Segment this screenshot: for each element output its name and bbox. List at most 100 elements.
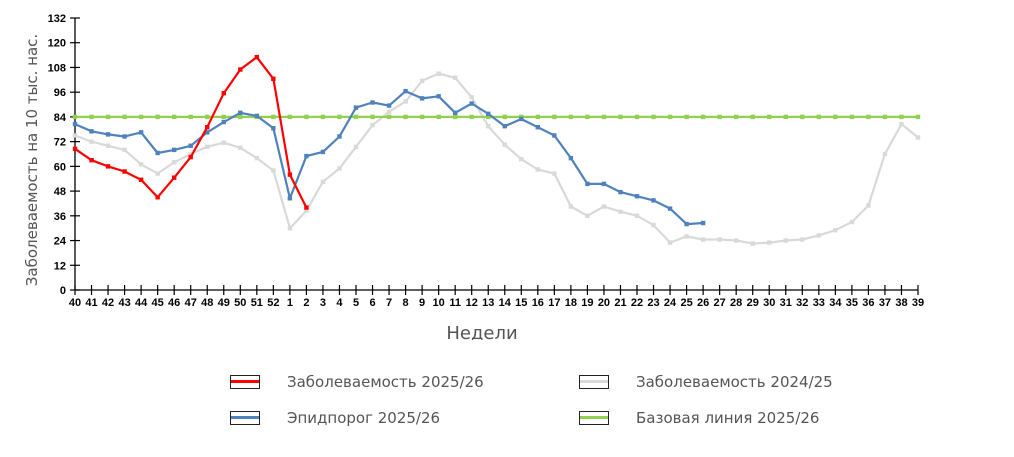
data-point-marker[interactable] (502, 142, 507, 147)
data-point-marker[interactable] (271, 168, 276, 173)
data-point-marker[interactable] (205, 114, 210, 120)
data-point-marker[interactable] (866, 114, 871, 120)
data-point-marker[interactable] (386, 103, 392, 108)
data-point-marker[interactable] (221, 114, 226, 120)
data-point-marker[interactable] (105, 143, 111, 148)
data-point-marker[interactable] (733, 238, 739, 243)
data-point-marker[interactable] (684, 234, 689, 239)
data-point-marker[interactable] (353, 105, 359, 110)
data-point-marker[interactable] (618, 189, 623, 195)
legend-item-incidence-2025-26[interactable]: Заболеваемость 2025/26 (230, 370, 484, 394)
data-point-marker[interactable] (122, 147, 127, 153)
data-point-marker[interactable] (122, 134, 127, 139)
data-point-marker[interactable] (155, 114, 160, 120)
data-point-marker[interactable] (238, 67, 243, 72)
data-point-marker[interactable] (89, 114, 94, 120)
data-point-marker[interactable] (138, 114, 144, 120)
data-point-marker[interactable] (568, 204, 574, 209)
data-point-marker[interactable] (618, 114, 623, 120)
data-point-marker[interactable] (717, 114, 722, 120)
data-point-marker[interactable] (205, 130, 210, 135)
data-point-marker[interactable] (171, 147, 177, 153)
data-point-marker[interactable] (486, 114, 491, 120)
data-point-marker[interactable] (403, 114, 408, 120)
data-point-marker[interactable] (634, 213, 640, 219)
data-point-marker[interactable] (519, 116, 524, 122)
data-point-marker[interactable] (585, 181, 590, 187)
data-point-marker[interactable] (634, 194, 640, 199)
data-point-marker[interactable] (452, 114, 458, 120)
data-point-marker[interactable] (105, 164, 111, 169)
data-point-marker[interactable] (122, 169, 127, 174)
data-point-marker[interactable] (469, 95, 474, 100)
data-point-marker[interactable] (304, 153, 309, 159)
data-point-marker[interactable] (800, 114, 805, 120)
data-point-marker[interactable] (320, 114, 326, 120)
data-point-marker[interactable] (568, 155, 574, 161)
data-point-marker[interactable] (519, 156, 524, 162)
data-point-marker[interactable] (221, 140, 226, 145)
data-point-marker[interactable] (171, 175, 177, 180)
data-point-marker[interactable] (783, 238, 788, 243)
data-point-marker[interactable] (188, 151, 193, 157)
data-point-marker[interactable] (915, 114, 921, 120)
data-point-marker[interactable] (866, 203, 871, 208)
data-point-marker[interactable] (403, 88, 408, 94)
data-point-marker[interactable] (105, 114, 111, 120)
data-point-marker[interactable] (205, 125, 210, 130)
legend-item-incidence-2024-25[interactable]: Заболеваемость 2024/25 (579, 370, 833, 394)
data-point-marker[interactable] (700, 220, 706, 226)
data-point-marker[interactable] (287, 225, 293, 231)
data-point-marker[interactable] (767, 240, 772, 245)
data-point-marker[interactable] (254, 113, 260, 119)
data-point-marker[interactable] (618, 209, 623, 214)
data-point-marker[interactable] (816, 114, 822, 120)
data-point-marker[interactable] (833, 114, 838, 120)
data-point-marker[interactable] (304, 205, 309, 210)
data-point-marker[interactable] (271, 114, 276, 120)
data-point-marker[interactable] (89, 157, 94, 163)
data-point-marker[interactable] (452, 110, 458, 115)
data-point-marker[interactable] (469, 101, 474, 106)
data-point-marker[interactable] (535, 167, 541, 172)
data-point-marker[interactable] (89, 129, 94, 134)
data-point-marker[interactable] (271, 76, 276, 81)
data-point-marker[interactable] (833, 228, 838, 233)
data-point-marker[interactable] (750, 114, 755, 120)
data-point-marker[interactable] (304, 208, 309, 213)
data-point-marker[interactable] (601, 181, 607, 187)
data-point-marker[interactable] (320, 179, 326, 185)
data-point-marker[interactable] (899, 121, 904, 127)
data-point-marker[interactable] (915, 135, 921, 140)
data-point-marker[interactable] (700, 237, 706, 242)
data-point-marker[interactable] (816, 233, 822, 238)
data-point-marker[interactable] (651, 198, 656, 203)
data-point-marker[interactable] (238, 110, 243, 115)
data-point-marker[interactable] (353, 144, 359, 149)
data-point-marker[interactable] (271, 126, 276, 131)
legend-item-threshold-2025-26[interactable]: Эпидпорог 2025/26 (230, 406, 440, 430)
data-point-marker[interactable] (667, 114, 673, 120)
data-point-marker[interactable] (337, 134, 342, 139)
data-point-marker[interactable] (238, 114, 243, 120)
data-point-marker[interactable] (205, 144, 210, 149)
data-point-marker[interactable] (502, 123, 507, 129)
data-point-marker[interactable] (72, 133, 78, 138)
data-point-marker[interactable] (436, 71, 441, 76)
data-point-marker[interactable] (783, 114, 788, 120)
data-point-marker[interactable] (585, 213, 590, 219)
data-point-marker[interactable] (717, 237, 722, 242)
data-point-marker[interactable] (386, 109, 392, 114)
data-point-marker[interactable] (188, 143, 193, 148)
data-point-marker[interactable] (767, 114, 772, 120)
data-point-marker[interactable] (138, 177, 144, 182)
data-point-marker[interactable] (72, 121, 78, 127)
data-point-marker[interactable] (651, 222, 656, 228)
data-point-marker[interactable] (337, 166, 342, 171)
data-point-marker[interactable] (287, 114, 293, 120)
data-point-marker[interactable] (320, 149, 326, 155)
data-point-marker[interactable] (667, 206, 673, 211)
data-point-marker[interactable] (684, 114, 689, 120)
data-point-marker[interactable] (585, 114, 590, 120)
data-point-marker[interactable] (155, 195, 160, 200)
